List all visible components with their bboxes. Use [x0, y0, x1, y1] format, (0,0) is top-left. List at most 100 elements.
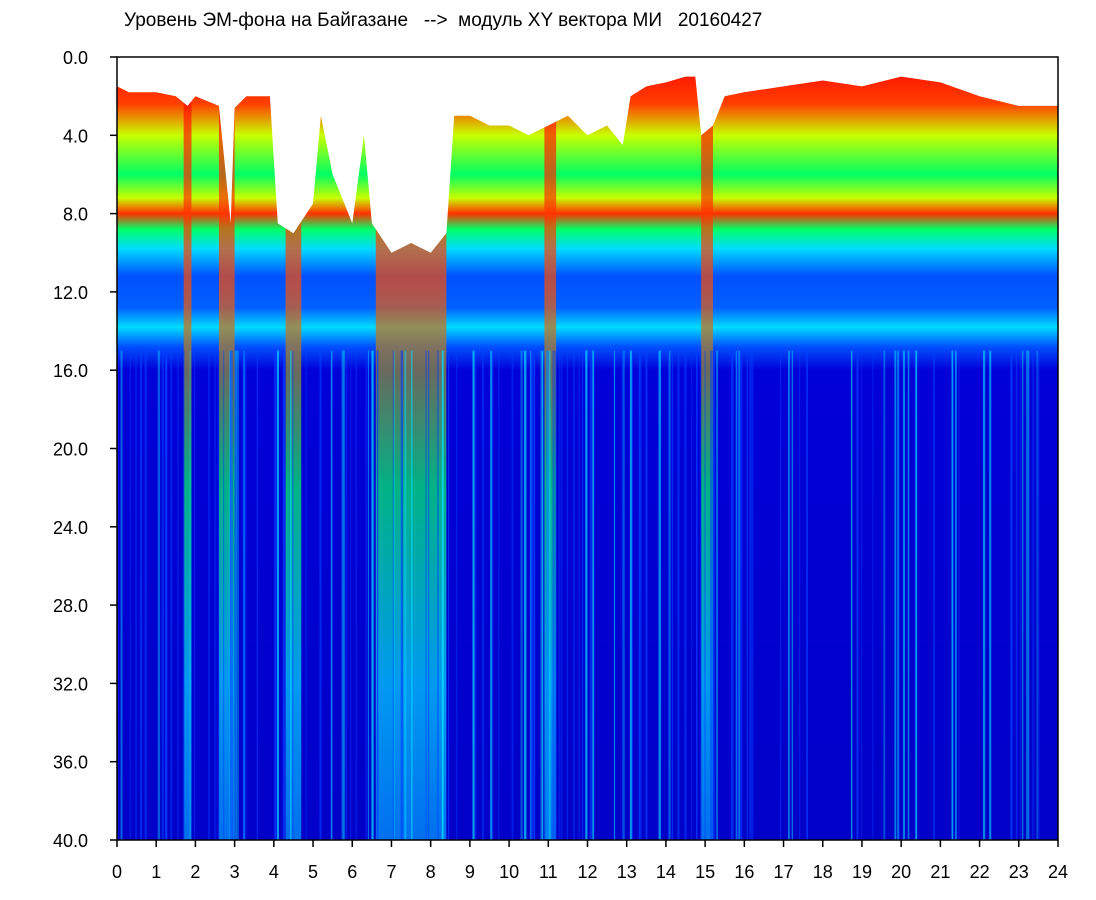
streak-115: [732, 350, 734, 840]
streak-61: [622, 350, 624, 840]
streak-112: [343, 350, 345, 840]
heatmap-base: [117, 57, 1058, 840]
disturbed-interval-2: [285, 57, 302, 840]
streak-32: [860, 350, 863, 840]
disturbed-interval-0: [183, 57, 192, 840]
streak-31: [177, 350, 179, 840]
x-tick-label: 8: [426, 862, 436, 882]
streak-82: [700, 350, 702, 840]
x-tick-label: 20: [891, 862, 911, 882]
x-tick-label: 9: [465, 862, 475, 882]
streak-48: [165, 350, 168, 840]
streak-79: [345, 350, 348, 840]
streak-90: [170, 350, 173, 840]
streak-15: [1015, 350, 1018, 840]
streak-9: [631, 350, 634, 840]
y-tick-label: 20.0: [53, 440, 88, 460]
streak-71: [894, 350, 897, 840]
streak-158: [735, 350, 738, 840]
streak-136: [183, 350, 185, 840]
streak-120: [1010, 350, 1013, 840]
streak-67: [982, 350, 986, 840]
streak-146: [1036, 350, 1038, 840]
streak-81: [117, 350, 119, 840]
streak-27: [738, 350, 740, 840]
streak-134: [256, 350, 259, 840]
streak-55: [958, 350, 960, 840]
x-tick-label: 2: [190, 862, 200, 882]
streak-4: [749, 350, 752, 840]
streak-18: [371, 350, 374, 840]
streak-153: [229, 350, 232, 840]
y-tick-label: 40.0: [53, 831, 88, 851]
streak-157: [330, 350, 333, 840]
streak-154: [638, 350, 641, 840]
y-tick-label: 4.0: [63, 126, 88, 146]
streak-19: [989, 350, 992, 840]
streak-11: [341, 350, 344, 840]
x-tick-label: 21: [930, 862, 950, 882]
streak-6: [230, 350, 234, 840]
streak-22: [367, 350, 369, 840]
streak-42: [548, 350, 551, 840]
streak-119: [144, 350, 147, 840]
streak-53: [404, 350, 407, 840]
streak-144: [490, 350, 493, 840]
streak-114: [242, 350, 245, 840]
streak-124: [751, 350, 754, 840]
streak-132: [558, 350, 561, 840]
x-tick-label: 24: [1048, 862, 1068, 882]
x-tick-label: 11: [539, 862, 558, 882]
streak-89: [129, 350, 131, 840]
streak-123: [1028, 350, 1030, 840]
x-tick-label: 23: [1009, 862, 1029, 882]
x-tick-label: 10: [499, 862, 519, 882]
streak-73: [472, 350, 475, 840]
streak-54: [898, 350, 900, 840]
streak-2: [671, 350, 674, 840]
x-tick-label: 19: [852, 862, 872, 882]
streak-69: [1021, 350, 1024, 840]
streak-52: [290, 350, 292, 840]
streak-87: [710, 350, 712, 840]
streak-13: [244, 350, 247, 840]
streak-118: [355, 350, 357, 840]
streak-12: [684, 350, 687, 840]
streak-45: [531, 350, 534, 840]
streak-72: [691, 350, 693, 840]
x-tick-label: 14: [656, 862, 676, 882]
streak-56: [573, 350, 575, 840]
streak-24: [546, 350, 549, 840]
streak-108: [277, 350, 279, 840]
streak-43: [585, 350, 588, 840]
streak-143: [658, 350, 661, 840]
streak-51: [1019, 350, 1021, 840]
streak-29: [622, 350, 625, 840]
x-tick-label: 6: [347, 862, 357, 882]
streak-44: [629, 350, 632, 840]
streak-34: [566, 350, 568, 840]
streak-92: [193, 350, 196, 840]
streak-147: [856, 350, 859, 840]
streak-107: [933, 350, 935, 840]
streak-95: [955, 350, 957, 840]
streak-37: [189, 350, 191, 840]
streak-159: [1032, 350, 1035, 840]
streak-49: [736, 350, 739, 840]
x-tick-label: 4: [269, 862, 279, 882]
x-tick-label: 15: [695, 862, 715, 882]
streak-85: [915, 350, 918, 840]
no-data-region: [117, 57, 1058, 253]
streak-142: [788, 350, 790, 840]
disturbed-interval-5: [701, 57, 713, 840]
streak-20: [638, 350, 641, 840]
streak-91: [613, 350, 616, 840]
streak-3: [735, 350, 738, 840]
streak-128: [441, 350, 444, 840]
streak-104: [520, 350, 523, 840]
y-tick-label: 28.0: [53, 596, 88, 616]
streak-110: [474, 350, 477, 840]
x-tick-label: 17: [774, 862, 794, 882]
streak-116: [394, 350, 396, 840]
